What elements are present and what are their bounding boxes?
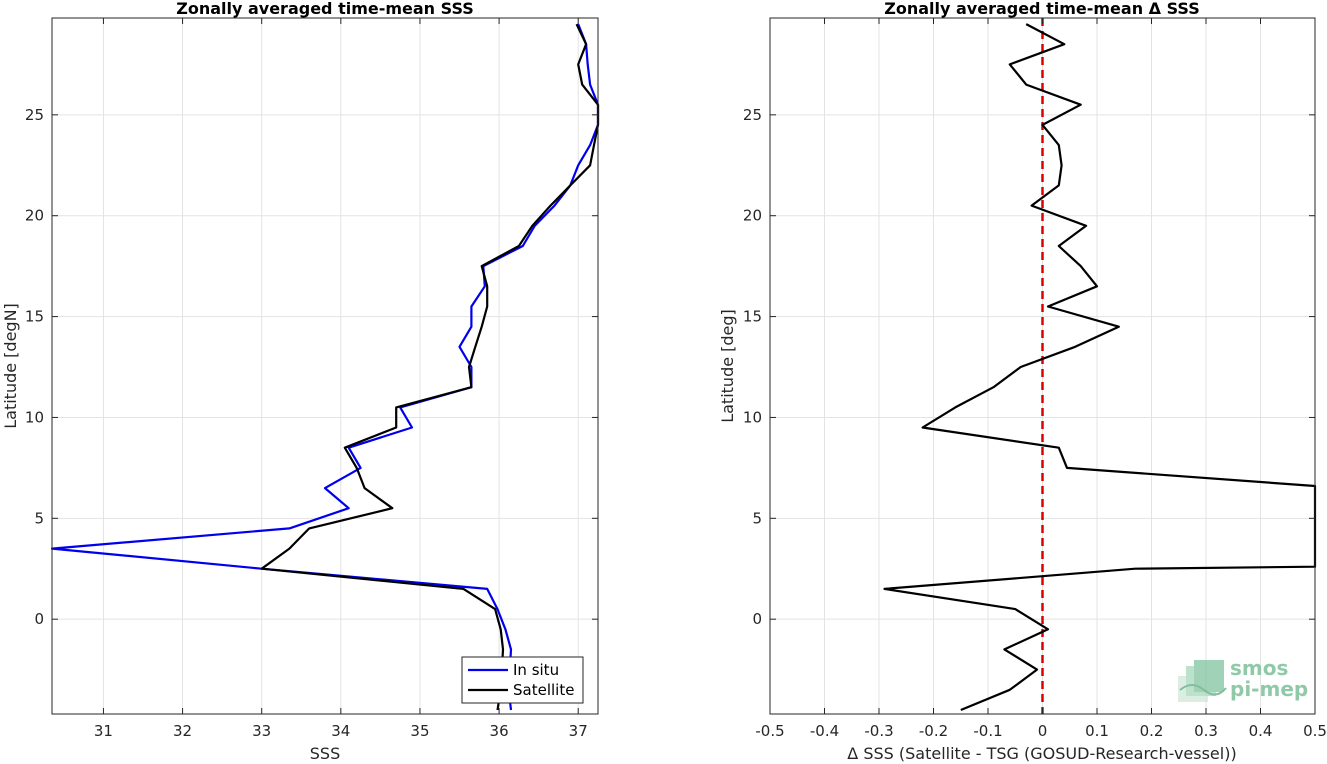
x-tick-label: 0 bbox=[1038, 722, 1048, 740]
x-tick-label: 35 bbox=[410, 722, 429, 740]
y-tick-label: 0 bbox=[34, 610, 44, 628]
legend: In situ Satellite bbox=[461, 656, 584, 704]
y-tick-label: 25 bbox=[743, 106, 762, 124]
legend-label-satellite: Satellite bbox=[513, 681, 574, 699]
y-tick-label: 10 bbox=[25, 408, 44, 426]
x-axis-label-sss: SSS bbox=[310, 744, 340, 763]
plot-area-sss bbox=[52, 18, 598, 714]
x-axis-label-delta: Δ SSS (Satellite - TSG (GOSUD-Research-v… bbox=[847, 744, 1236, 763]
y-axis-label-delta: Latitude [deg] bbox=[718, 309, 737, 423]
series-line-satellite bbox=[260, 23, 600, 711]
logo-text-pi-mep: pi-mep bbox=[1230, 677, 1308, 701]
smos-pi-mep-logo: smos pi-mep bbox=[1178, 656, 1308, 702]
lines-sss bbox=[50, 23, 600, 711]
y-tick-label: 20 bbox=[743, 207, 762, 225]
panel-sss: 31 32 33 34 35 36 37 0 5 10 15 20 25 Zonally average… bbox=[1, 0, 600, 763]
legend-label-in-situ: In situ bbox=[513, 661, 559, 679]
x-tick-label: 37 bbox=[569, 722, 588, 740]
y-tick-label: 15 bbox=[25, 308, 44, 326]
ticks-sss: 31 32 33 34 35 36 37 0 5 10 15 20 25 bbox=[25, 18, 598, 740]
y-tick-label: 20 bbox=[25, 207, 44, 225]
panel-delta-sss: -0.5 -0.4 -0.3 -0.2 -0.1 0 0.1 0.2 0.3 0.4 0.5 0 5 10… bbox=[718, 0, 1327, 763]
gridlines-sss bbox=[52, 18, 598, 714]
series-line-in-situ bbox=[50, 23, 600, 711]
legend-box bbox=[461, 656, 584, 704]
y-tick-label: 15 bbox=[743, 308, 762, 326]
x-tick-label: -0.3 bbox=[864, 722, 893, 740]
y-axis-label-sss: Latitude [degN] bbox=[1, 303, 20, 429]
x-tick-label: 36 bbox=[490, 722, 509, 740]
x-tick-label: -0.2 bbox=[919, 722, 948, 740]
ticks-delta: -0.5 -0.4 -0.3 -0.2 -0.1 0 0.1 0.2 0.3 0.4 0.5 0 5 10… bbox=[743, 18, 1327, 740]
axes-box-sss bbox=[51, 17, 599, 715]
x-tick-label: 0.1 bbox=[1085, 722, 1109, 740]
y-tick-label: 5 bbox=[34, 509, 44, 527]
x-tick-label: 34 bbox=[331, 722, 350, 740]
chart-title-delta: Zonally averaged time-mean Δ SSS bbox=[884, 0, 1200, 18]
x-tick-label: 0.5 bbox=[1303, 722, 1327, 740]
x-tick-label: 33 bbox=[252, 722, 271, 740]
x-tick-label: -0.5 bbox=[755, 722, 784, 740]
x-tick-label: 32 bbox=[173, 722, 192, 740]
y-tick-label: 5 bbox=[752, 509, 762, 527]
x-tick-label: 0.3 bbox=[1194, 722, 1218, 740]
lines-delta bbox=[883, 18, 1317, 714]
chart-title-sss: Zonally averaged time-mean SSS bbox=[176, 0, 474, 18]
series-line-delta bbox=[883, 23, 1317, 712]
x-tick-label: 0.2 bbox=[1140, 722, 1164, 740]
logo-text-smos: smos bbox=[1230, 656, 1288, 680]
x-tick-label: -0.4 bbox=[810, 722, 839, 740]
y-tick-label: 10 bbox=[743, 408, 762, 426]
x-tick-label: 31 bbox=[94, 722, 113, 740]
y-tick-label: 25 bbox=[25, 106, 44, 124]
logo-wave-icon bbox=[1178, 660, 1227, 702]
y-tick-label: 0 bbox=[752, 610, 762, 628]
x-tick-label: 0.4 bbox=[1249, 722, 1273, 740]
x-tick-label: -0.1 bbox=[973, 722, 1002, 740]
